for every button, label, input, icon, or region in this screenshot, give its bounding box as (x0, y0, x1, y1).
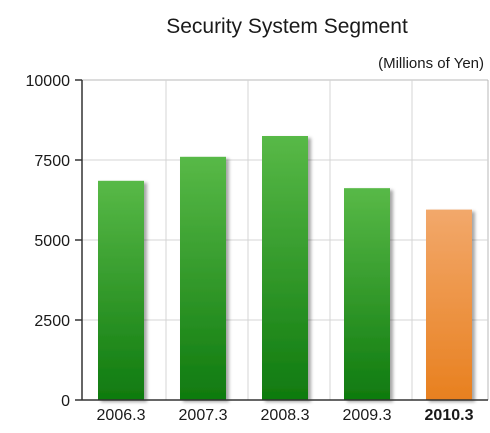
y-tick-label: 10000 (26, 73, 71, 90)
bar-2009.3 (344, 188, 390, 400)
x-category-label: 2010.3 (425, 407, 474, 424)
y-tick-labels: 0 2500 5000 7500 10000 (26, 73, 71, 410)
bar-2006.3 (98, 180, 144, 400)
bar-2007.3 (180, 156, 226, 400)
y-tick-label: 5000 (34, 233, 70, 250)
axes (75, 79, 488, 401)
x-category-label: 2008.3 (261, 407, 310, 424)
bar-2008.3 (262, 136, 308, 400)
x-category-label: 2009.3 (343, 407, 392, 424)
x-category-labels: 2006.3 2007.3 2008.3 2009.3 2010.3 (97, 407, 474, 424)
bars (98, 136, 472, 400)
chart-title: Security System Segment (166, 15, 408, 38)
y-tick-label: 7500 (34, 153, 70, 170)
y-tick-label: 2500 (34, 313, 70, 330)
chart-unit-label: (Millions of Yen) (378, 55, 484, 72)
x-category-label: 2006.3 (97, 407, 146, 424)
x-category-label: 2007.3 (179, 407, 228, 424)
bar-2010.3 (426, 209, 472, 400)
y-tick-label: 0 (61, 393, 70, 410)
